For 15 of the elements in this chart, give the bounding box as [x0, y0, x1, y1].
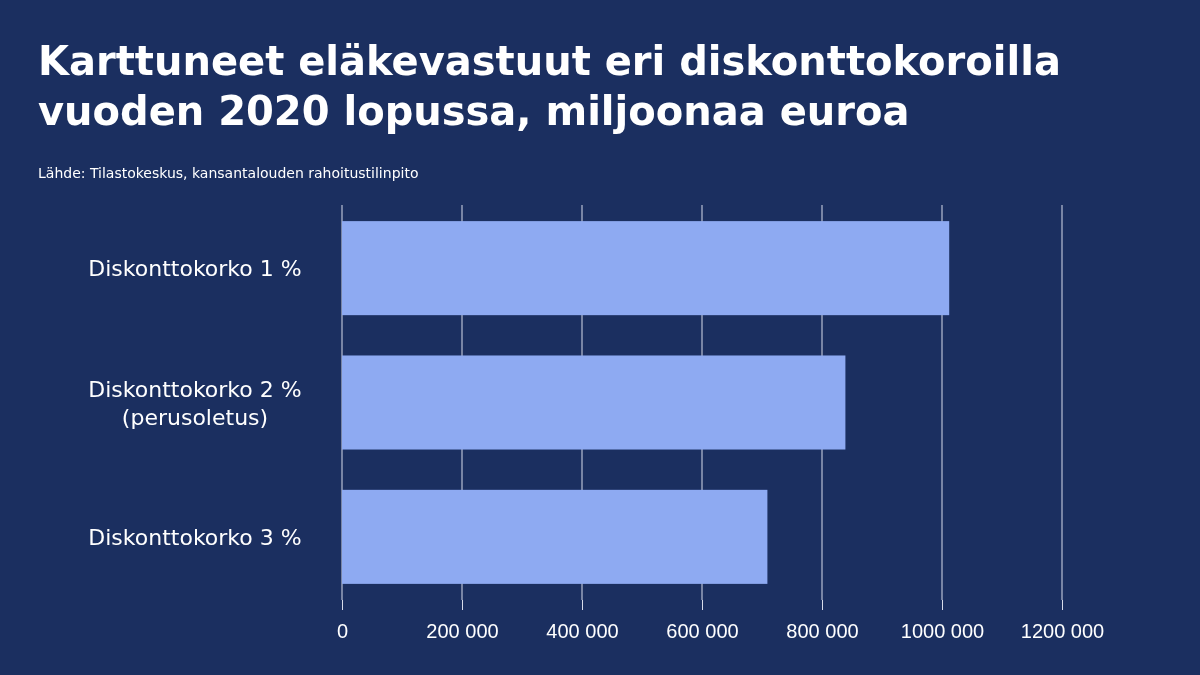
text: Lähde: Tilastokeskus, kansantalouden rahoitustilinpito	[38, 165, 419, 181]
bar	[342, 489, 768, 584]
bar	[342, 355, 846, 450]
x-tick-label: 1200 000	[1020, 620, 1105, 643]
x-tick-label: 0	[336, 620, 349, 643]
y-tick-label: Diskonttokorko 2 % (perusoletus)	[88, 376, 302, 430]
x-tick-label: 1000 000	[900, 620, 985, 643]
bar	[342, 221, 950, 316]
x-tick-label: 600 000	[666, 620, 739, 643]
y-tick-label: Diskonttokorko 3 %	[88, 524, 302, 550]
y-tick-label: Diskonttokorko 1 %	[88, 256, 302, 282]
x-tick-label: 400 000	[546, 620, 619, 643]
chart-title: Karttuneet eläkevastuut eri diskonttokoroilla vuoden 2020 lopussa, miljoonaa euroa	[38, 38, 1061, 134]
x-tick-label: 200 000	[426, 620, 499, 643]
x-tick-label: 800 000	[786, 620, 859, 643]
